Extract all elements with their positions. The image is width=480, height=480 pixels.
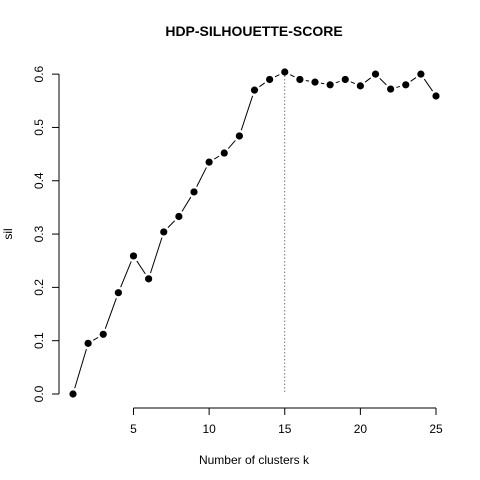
series-segment xyxy=(289,74,295,78)
data-point xyxy=(99,330,107,338)
data-point xyxy=(311,78,319,86)
y-axis: 0.0 0.1 0.2 0.3 0.4 0.5 0.6 xyxy=(32,65,60,402)
series-segment xyxy=(196,167,207,187)
points-layer xyxy=(69,68,440,398)
data-point xyxy=(281,68,289,76)
series-layer xyxy=(74,74,433,389)
series-segment xyxy=(74,348,87,389)
series-segment xyxy=(227,140,236,149)
series-segment xyxy=(93,336,99,341)
x-axis-title: Number of clusters k xyxy=(199,453,310,467)
series-segment xyxy=(423,78,433,92)
data-point xyxy=(175,212,183,221)
y-axis-title: sil xyxy=(1,228,15,239)
series-segment xyxy=(335,80,340,84)
x-tick-label: 15 xyxy=(278,422,292,436)
series-segment xyxy=(149,237,163,274)
series-segment xyxy=(274,74,280,78)
x-tick-label: 5 xyxy=(130,422,137,436)
data-point xyxy=(84,339,92,347)
series-segment xyxy=(259,82,266,88)
data-point xyxy=(205,158,213,166)
data-point xyxy=(296,75,304,84)
y-tick-label: 0.0 xyxy=(32,385,46,402)
data-point xyxy=(356,82,364,90)
series-segment xyxy=(410,77,417,82)
series-segment xyxy=(120,261,132,288)
series-segment xyxy=(136,260,146,275)
data-point xyxy=(387,85,395,93)
x-tick-label: 10 xyxy=(202,422,216,436)
y-tick-label: 0.3 xyxy=(32,225,46,242)
x-tick-label: 25 xyxy=(429,422,443,436)
data-point xyxy=(326,81,334,89)
data-point xyxy=(145,275,153,283)
y-tick-label: 0.4 xyxy=(32,172,46,189)
series-segment xyxy=(240,95,254,131)
x-axis: 5 10 15 20 25 xyxy=(130,407,443,436)
series-segment xyxy=(350,81,356,84)
series-segment xyxy=(379,77,387,86)
series-segment xyxy=(305,80,310,82)
data-point xyxy=(250,86,259,94)
data-point xyxy=(190,188,198,196)
x-tick-label: 20 xyxy=(354,422,368,436)
data-point xyxy=(341,75,349,84)
series-segment xyxy=(104,298,117,329)
data-point xyxy=(266,75,274,84)
series-segment xyxy=(214,155,220,160)
series-segment xyxy=(167,220,176,228)
data-point xyxy=(402,81,410,89)
data-point xyxy=(69,390,77,398)
data-point xyxy=(432,92,440,100)
y-tick-label: 0.6 xyxy=(32,65,46,82)
y-tick-label: 0.5 xyxy=(32,119,46,136)
data-point xyxy=(371,70,380,78)
series-segment xyxy=(181,196,192,212)
data-point xyxy=(417,70,425,78)
data-point xyxy=(235,132,243,140)
data-point xyxy=(129,252,138,260)
data-point xyxy=(114,289,122,297)
data-point xyxy=(220,149,228,157)
series-segment xyxy=(396,85,401,88)
y-tick-label: 0.2 xyxy=(32,279,46,296)
y-tick-label: 0.1 xyxy=(32,332,46,349)
chart-title: HDP-SILHOUETTE-SCORE xyxy=(165,23,342,39)
series-segment xyxy=(320,82,325,85)
series-segment xyxy=(364,77,372,83)
data-point xyxy=(160,228,168,236)
